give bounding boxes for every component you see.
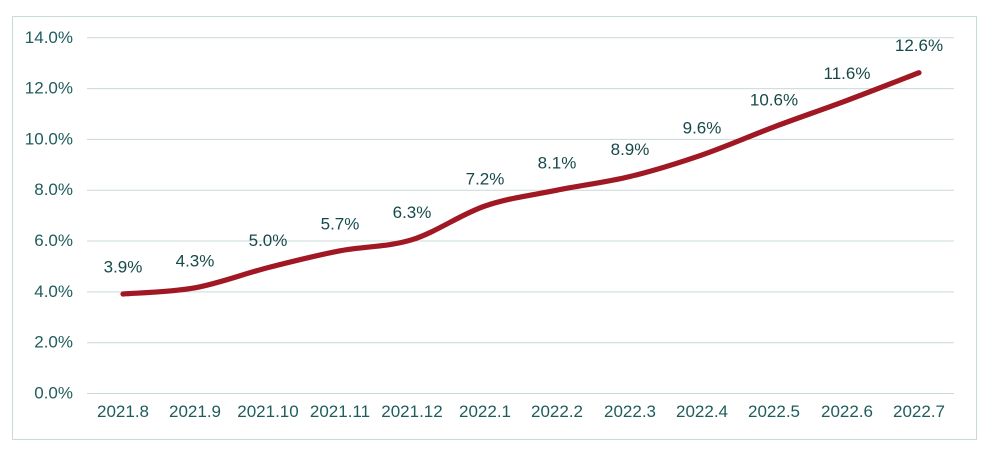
svg-text:5.7%: 5.7% [321, 214, 360, 233]
svg-text:12.0%: 12.0% [25, 79, 73, 98]
svg-text:11.6%: 11.6% [824, 64, 871, 83]
svg-text:5.0%: 5.0% [249, 231, 288, 250]
svg-text:6.3%: 6.3% [393, 203, 432, 222]
svg-text:2022.4: 2022.4 [676, 402, 728, 421]
svg-text:10.0%: 10.0% [25, 129, 73, 148]
svg-text:2021.11: 2021.11 [310, 402, 370, 421]
svg-text:2022.2: 2022.2 [531, 402, 583, 421]
svg-text:8.0%: 8.0% [34, 180, 73, 199]
svg-text:4.0%: 4.0% [34, 282, 73, 301]
svg-text:8.1%: 8.1% [538, 154, 577, 173]
svg-text:9.6%: 9.6% [683, 118, 722, 137]
svg-text:2.0%: 2.0% [34, 333, 73, 352]
svg-text:2022.1: 2022.1 [459, 402, 511, 421]
svg-text:2022.7: 2022.7 [893, 402, 945, 421]
svg-text:2021.9: 2021.9 [169, 402, 221, 421]
svg-text:7.2%: 7.2% [466, 170, 505, 189]
svg-text:14.0%: 14.0% [25, 28, 73, 47]
svg-text:6.0%: 6.0% [34, 231, 73, 250]
svg-text:0.0%: 0.0% [34, 384, 73, 403]
svg-text:12.6%: 12.6% [895, 36, 943, 55]
svg-text:10.6%: 10.6% [750, 90, 798, 109]
svg-text:4.3%: 4.3% [176, 251, 215, 270]
svg-text:2021.10: 2021.10 [237, 402, 298, 421]
svg-text:3.9%: 3.9% [104, 258, 143, 277]
svg-text:2021.8: 2021.8 [97, 402, 149, 421]
svg-text:2022.6: 2022.6 [821, 402, 873, 421]
svg-text:8.9%: 8.9% [611, 140, 650, 159]
svg-text:2022.5: 2022.5 [748, 402, 800, 421]
svg-text:2022.3: 2022.3 [604, 402, 656, 421]
svg-text:2021.12: 2021.12 [381, 402, 442, 421]
